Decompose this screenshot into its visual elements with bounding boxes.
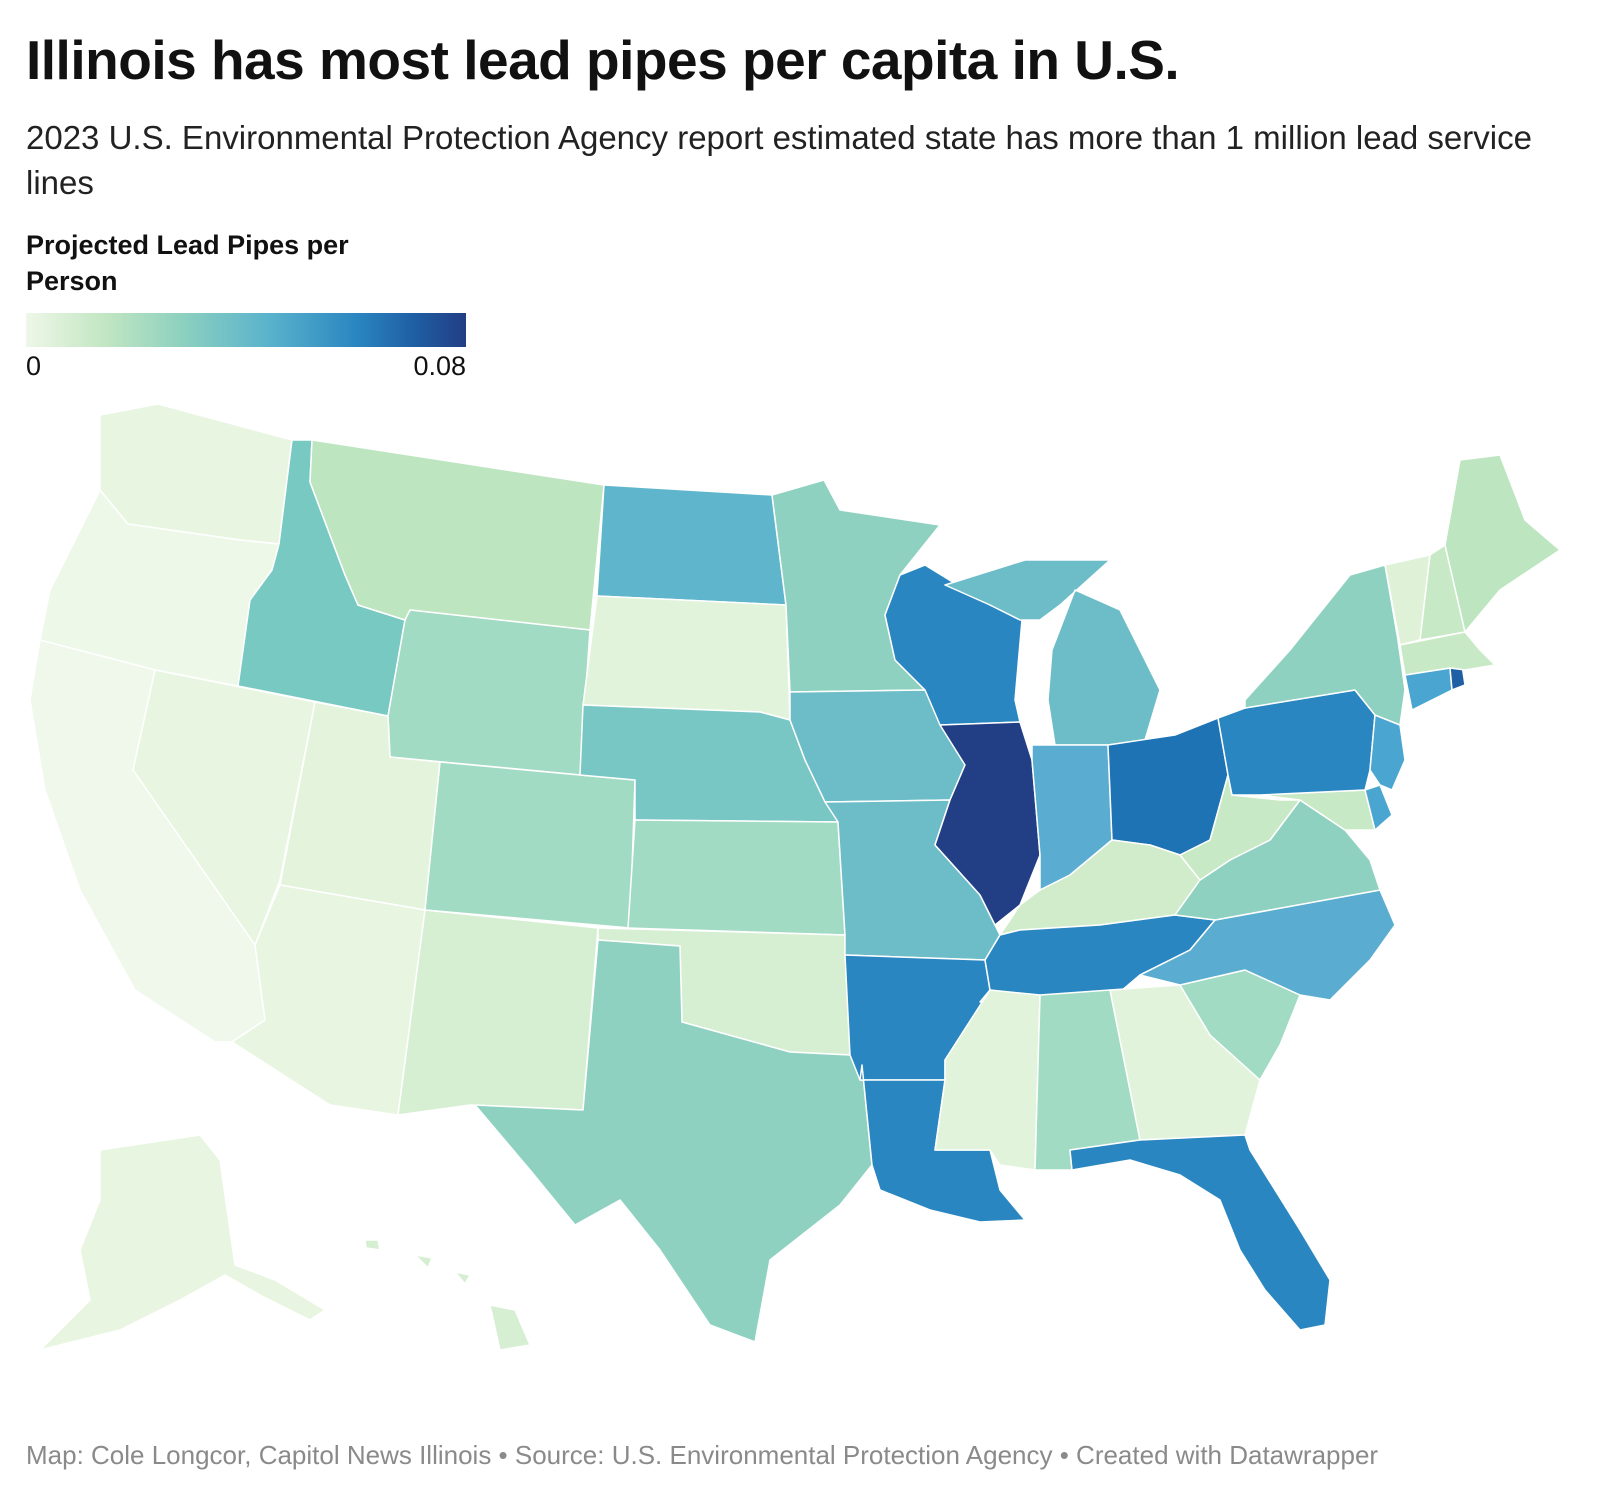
us-choropleth-map: [0, 395, 1600, 1395]
state-pa[interactable]: [1217, 689, 1376, 796]
state-nm[interactable]: [397, 909, 599, 1116]
map-title: Illinois has most lead pipes per capita …: [26, 29, 1180, 91]
state-il[interactable]: [934, 721, 1041, 926]
state-wy[interactable]: [387, 609, 591, 776]
state-wv[interactable]: [1179, 774, 1301, 881]
legend-gradient-bar: [26, 313, 466, 347]
state-tx[interactable]: [474, 939, 873, 1343]
state-hi[interactable]: [364, 1239, 531, 1351]
state-de[interactable]: [1364, 784, 1393, 831]
color-legend: Projected Lead Pipes per Person 0 0.08: [26, 227, 466, 381]
map-subtitle: 2023 U.S. Environmental Protection Agenc…: [26, 119, 1532, 201]
state-ak[interactable]: [39, 1134, 326, 1351]
state-nj[interactable]: [1369, 714, 1406, 791]
legend-max-label: 0.08: [413, 351, 466, 381]
state-me[interactable]: [1444, 454, 1561, 633]
state-wa[interactable]: [99, 403, 293, 545]
state-fl[interactable]: [1069, 1134, 1331, 1331]
credits-footer: Map: Cole Longcor, Capitol News Illinois…: [26, 1440, 1379, 1470]
state-nd[interactable]: [596, 484, 787, 606]
state-ma[interactable]: [1399, 631, 1496, 676]
legend-title: Projected Lead Pipes per Person: [26, 230, 349, 296]
state-sd[interactable]: [582, 595, 791, 721]
legend-ticks: 0 0.08: [26, 347, 466, 381]
state-nc[interactable]: [1139, 889, 1396, 1001]
legend-min-label: 0: [26, 351, 42, 381]
state-co[interactable]: [424, 761, 636, 929]
state-ks[interactable]: [627, 819, 846, 936]
state-ny[interactable]: [1244, 564, 1406, 726]
